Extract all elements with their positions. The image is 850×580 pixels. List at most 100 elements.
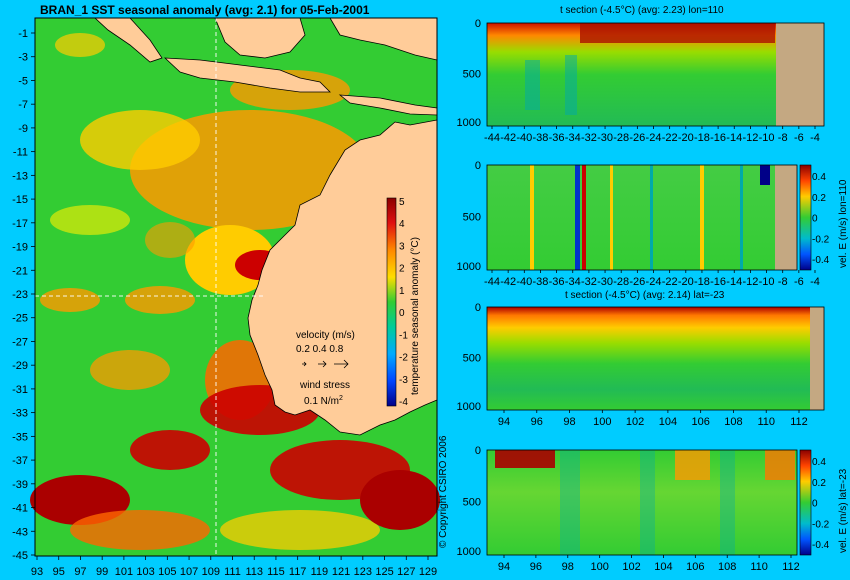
panel-depth-tick: 0 (475, 302, 481, 314)
panel-x-tick-label: -26 (629, 132, 645, 144)
panel-colorbar-tick: -0.4 (812, 540, 830, 551)
panel-x-tick-label: 102 (626, 416, 644, 428)
panel-x-tick-label: -18 (694, 276, 710, 288)
panel-x-tick-label: 112 (782, 561, 800, 573)
lon-tick-label: 97 (74, 566, 86, 578)
panel-x-tick-label: 94 (498, 416, 510, 428)
panel-x-tick-label: -42 (500, 132, 516, 144)
panel-x-tick-label: -38 (532, 276, 548, 288)
panel-4-feature (560, 450, 580, 555)
panel-4-feature (495, 450, 555, 468)
panel-1 (486, 22, 825, 127)
lat-tick-label: -27 (12, 336, 28, 348)
lat-tick-label: -31 (12, 384, 28, 396)
panel-depth-tick: 1000 (457, 261, 481, 273)
panel-x-tick-label: -16 (710, 132, 726, 144)
lat-tick-label: -21 (12, 265, 28, 277)
panel-depth-tick: 500 (463, 497, 481, 509)
anomaly-patch (90, 350, 170, 390)
anomaly-patch (40, 288, 100, 312)
panel-x-tick-label: -14 (726, 132, 742, 144)
panel-x-tick-label: -34 (565, 132, 581, 144)
panel-x-tick-label: -36 (549, 276, 565, 288)
panel-x-tick-label: -40 (516, 132, 532, 144)
lat-tick-label: -19 (12, 242, 28, 254)
lat-tick-label: -29 (12, 360, 28, 372)
velocity-legend-title: velocity (m/s) (296, 330, 355, 341)
lat-tick-label: -25 (12, 313, 28, 325)
map-colorbar-tick: 1 (399, 286, 405, 297)
panel-1-feature (565, 55, 577, 115)
panel-x-tick-label: 102 (622, 561, 640, 573)
panel-x-tick-label: -18 (694, 132, 710, 144)
map-colorbar-tick: -3 (399, 375, 408, 386)
lat-tick-label: -13 (12, 170, 28, 182)
panel-colorbar-tick: -0.2 (812, 234, 830, 245)
panel-colorbar-tick: 0.4 (812, 172, 826, 183)
lat-tick-label: -17 (12, 218, 28, 230)
panel-3-frame (486, 306, 825, 411)
sst-map (30, 17, 440, 557)
panel-1-title: t section (-4.5°C) (avg: 2.23) lon=110 (560, 5, 724, 16)
panel-x-tick-label: 96 (530, 561, 542, 573)
map-colorbar-tick: -2 (399, 353, 408, 364)
panel-1-feature (580, 23, 775, 43)
panel-x-tick-label: 98 (563, 416, 575, 428)
panel-4-colorbar (799, 449, 812, 556)
panel-x-tick-label: -24 (646, 132, 662, 144)
panel-2-feature (650, 165, 653, 270)
lon-tick-label: 105 (158, 566, 176, 578)
panel-x-tick-label: 100 (590, 561, 608, 573)
panel-colorbar-tick: 0.4 (812, 457, 826, 468)
panel-4-feature (720, 450, 735, 555)
panel-x-tick-label: -30 (597, 132, 613, 144)
lat-axis: -1 -3 -5 -7 -9 -11 -13 -15 -17 -19 -21 -23 -25 -27 -29… (12, 28, 35, 562)
panel-x-tick-label: -28 (613, 276, 629, 288)
panel-x-tick-label: -16 (710, 276, 726, 288)
panel-depth-tick: 1000 (457, 117, 481, 129)
panel-x-tick-label: 106 (686, 561, 704, 573)
velocity-arrows (302, 359, 349, 369)
panel-depth-tick: 0 (475, 18, 481, 30)
panel-x-tick-label: -36 (549, 132, 565, 144)
anomaly-patch (30, 475, 130, 525)
lon-tick-label: 123 (354, 566, 372, 578)
panel-x-tick-label: -32 (581, 276, 597, 288)
map-colorbar-tick: -4 (399, 397, 408, 408)
wind-stress-legend-value: 0.1 N/m2 (304, 395, 343, 407)
panel-x-tick-label: -8 (778, 132, 788, 144)
panel-depth-tick: 1000 (457, 401, 481, 413)
anomaly-patch (80, 110, 200, 170)
lon-tick-label: 101 (115, 566, 133, 578)
panel-depth-tick: 500 (463, 69, 481, 81)
map-frame (34, 17, 438, 557)
lon-tick-label: 127 (397, 566, 415, 578)
map-colorbar-tick: 5 (399, 197, 405, 208)
panel-x-tick-label: -44 (484, 276, 500, 288)
panel-2-feature (610, 165, 613, 270)
anomaly-patch (125, 286, 195, 314)
map-colorbar-ticks: 5 4 3 2 1 0 -1 -2 -3 -4 (399, 197, 408, 408)
panel-3-title: t section (-4.5°C) (avg: 2.14) lat=-23 (565, 290, 725, 301)
panel-x-tick-label: -28 (613, 132, 629, 144)
panel-x-tick-label: 108 (724, 416, 742, 428)
anomaly-patch (50, 205, 130, 235)
panel-x-tick-label: 110 (750, 561, 768, 573)
panel-x-tick-label: -44 (484, 132, 500, 144)
lon-tick-label: 129 (419, 566, 437, 578)
panel-2-frame (486, 164, 798, 271)
panel-x-tick-label: -10 (759, 132, 775, 144)
lon-tick-label: 121 (332, 566, 350, 578)
panel-x-tick-label: -12 (742, 276, 758, 288)
panel-1-feature (525, 60, 540, 110)
panel-colorbar-label: vel. E (m/s) lon=110 (838, 179, 849, 268)
lon-tick-label: 113 (245, 566, 263, 578)
panel-2-land (775, 165, 797, 270)
panel-x-tick-label: -14 (726, 276, 742, 288)
lat-tick-label: -5 (18, 75, 28, 87)
panel-x-tick-label: 108 (718, 561, 736, 573)
panel-2-feature (700, 165, 704, 270)
anomaly-patch (70, 510, 210, 550)
